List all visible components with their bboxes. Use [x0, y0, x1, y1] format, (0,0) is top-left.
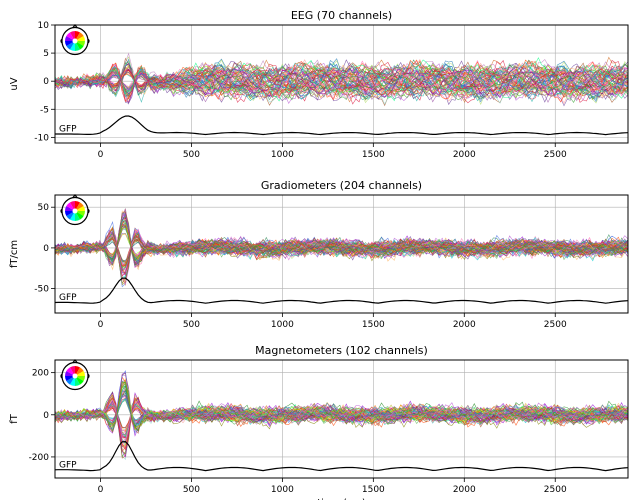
svg-text:1500: 1500: [362, 320, 385, 330]
svg-text:5: 5: [43, 49, 49, 59]
svg-text:50: 50: [38, 203, 50, 213]
traces: [55, 371, 628, 460]
svg-text:500: 500: [183, 320, 200, 330]
gfp-label: GFP: [59, 125, 77, 135]
svg-text:Gradiometers (204 channels): Gradiometers (204 channels): [261, 179, 422, 192]
svg-text:1500: 1500: [362, 150, 385, 160]
svg-text:0: 0: [98, 150, 104, 160]
topomap-legend: [61, 25, 89, 55]
svg-text:2000: 2000: [453, 485, 476, 495]
svg-text:2000: 2000: [453, 320, 476, 330]
svg-text:Magnetometers (102 channels): Magnetometers (102 channels): [255, 344, 428, 357]
svg-text:0: 0: [98, 320, 104, 330]
svg-text:1500: 1500: [362, 485, 385, 495]
svg-text:500: 500: [183, 485, 200, 495]
ylabel: fT: [9, 413, 20, 424]
svg-text:-50: -50: [34, 285, 49, 295]
gfp-label: GFP: [59, 293, 77, 303]
gfp-trace: [55, 278, 628, 303]
svg-text:EEG (70 channels): EEG (70 channels): [291, 9, 392, 22]
svg-text:2500: 2500: [544, 320, 567, 330]
topomap-legend: [61, 360, 89, 390]
svg-text:2000: 2000: [453, 150, 476, 160]
svg-text:-5: -5: [40, 105, 49, 115]
svg-text:1000: 1000: [271, 150, 294, 160]
ylabel: fT/cm: [9, 240, 20, 268]
traces: [55, 54, 628, 106]
svg-text:1000: 1000: [271, 320, 294, 330]
gfp-trace: [55, 442, 628, 471]
svg-text:2500: 2500: [544, 485, 567, 495]
ylabel: uV: [9, 77, 20, 90]
svg-text:0: 0: [98, 485, 104, 495]
svg-text:200: 200: [32, 369, 49, 379]
svg-text:500: 500: [183, 150, 200, 160]
traces: [55, 209, 628, 287]
svg-text:0: 0: [43, 411, 49, 421]
svg-text:-200: -200: [29, 453, 50, 463]
svg-text:10: 10: [38, 21, 50, 31]
svg-text:0: 0: [43, 77, 49, 87]
svg-text:0: 0: [43, 244, 49, 254]
svg-text:2500: 2500: [544, 150, 567, 160]
svg-text:-10: -10: [34, 133, 49, 143]
topomap-legend: [61, 195, 89, 225]
gfp-trace: [55, 116, 628, 135]
gfp-label: GFP: [59, 461, 77, 471]
svg-text:1000: 1000: [271, 485, 294, 495]
